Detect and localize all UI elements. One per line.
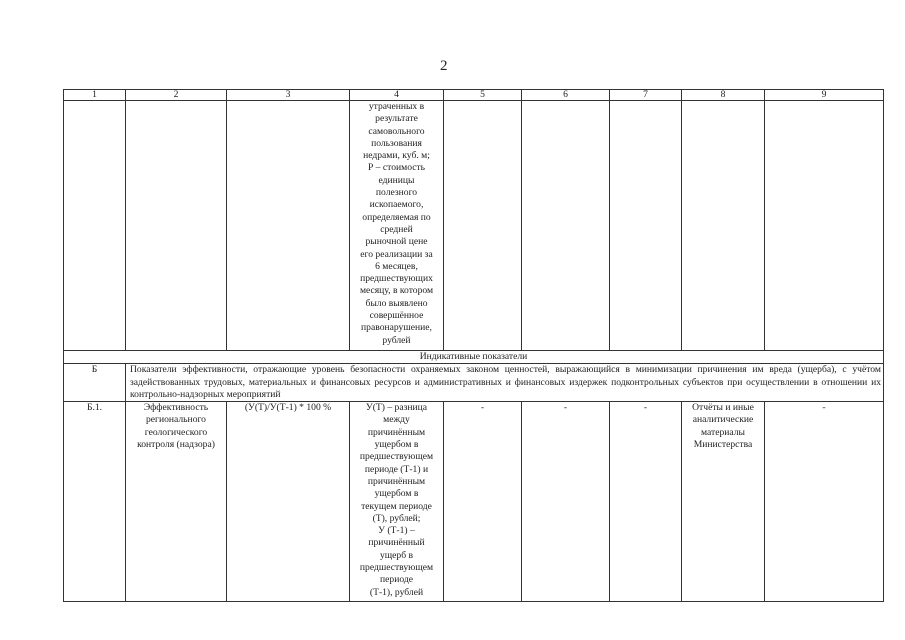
column-header: 6 <box>521 89 610 101</box>
page-number: 2 <box>440 58 448 74</box>
column-header: 8 <box>681 89 765 101</box>
table-cell <box>125 100 227 351</box>
column-header: 7 <box>609 89 682 101</box>
indicator-description: У(Т) – разница между причинённым ущербом… <box>349 401 444 603</box>
table-cell <box>521 100 610 351</box>
section-title-row: Индикативные показатели <box>63 349 884 365</box>
group-code: Б <box>63 363 126 403</box>
table-cell: - <box>609 401 682 603</box>
table-cell: - <box>443 401 522 603</box>
indicator-source: Отчёты и иные аналитические материалы Ми… <box>681 401 765 603</box>
column-header: 4 <box>349 89 444 101</box>
indicator-code: Б.1. <box>63 401 126 603</box>
indicator-name: Эффективность регионального геологическо… <box>125 401 227 603</box>
table-cell: - <box>764 401 884 603</box>
table-cell <box>226 100 350 351</box>
column-header: 5 <box>443 89 522 101</box>
table-cell <box>764 100 884 351</box>
column-header: 2 <box>125 89 227 101</box>
column-number-row: 1 2 3 4 5 6 7 8 9 <box>63 89 884 101</box>
table-cell <box>443 100 522 351</box>
group-text: Показатели эффективности, отражающие уро… <box>125 363 884 403</box>
column-header: 1 <box>63 89 126 101</box>
group-row: Б Показатели эффективности, отражающие у… <box>63 363 884 403</box>
table-cell-description: утраченных в результате самовольного пол… <box>349 100 444 351</box>
table-row-continued: утраченных в результате самовольного пол… <box>63 100 884 351</box>
table-cell <box>63 100 126 351</box>
table-cell <box>609 100 682 351</box>
column-header: 9 <box>764 89 884 101</box>
section-title: Индикативные показатели <box>63 349 884 365</box>
table-cell <box>681 100 765 351</box>
table-cell: - <box>521 401 610 603</box>
column-header: 3 <box>226 89 350 101</box>
indicators-table: 1 2 3 4 5 6 7 8 9 утраченных в результат… <box>63 89 884 603</box>
indicator-formula: (У(Т)/У(Т-1) * 100 % <box>226 401 350 603</box>
table-row: Б.1. Эффективность регионального геологи… <box>63 401 884 603</box>
